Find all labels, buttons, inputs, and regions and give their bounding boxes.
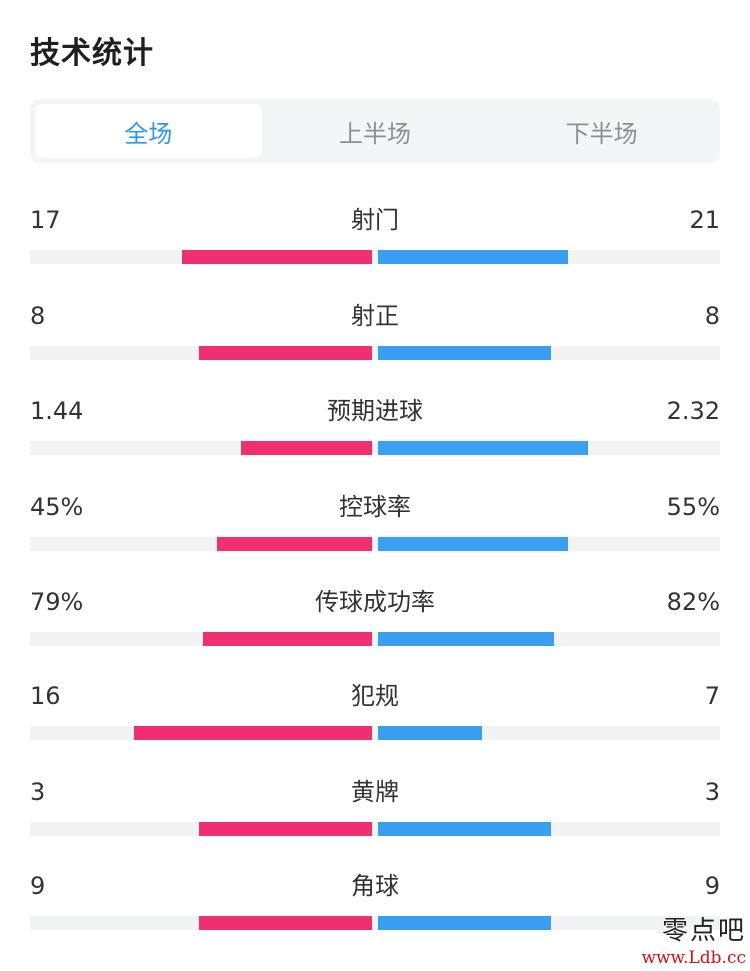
away-bar: [378, 346, 551, 360]
stat-row-fouls: 16 犯规 7: [30, 678, 720, 758]
home-value: 3: [30, 778, 46, 806]
stat-bar-track: [30, 822, 720, 836]
home-value: 9: [30, 872, 46, 900]
away-bar: [378, 632, 554, 646]
home-bar: [203, 632, 372, 646]
home-bar: [199, 916, 372, 930]
stat-bar-track: [30, 250, 720, 264]
watermark: 零点吧 www.Ldb.cc: [641, 918, 746, 967]
stat-row-corners: 9 角球 9: [30, 868, 720, 948]
stat-row-expected-goals: 1.44 预期进球 2.32: [30, 393, 720, 473]
stat-bar-track: [30, 726, 720, 740]
stat-bar-track: [30, 441, 720, 455]
home-bar: [134, 726, 372, 740]
stat-bar-track: [30, 346, 720, 360]
home-value: 79%: [30, 588, 84, 616]
away-value: 9: [704, 872, 720, 900]
away-bar: [378, 441, 588, 455]
tab-first-half[interactable]: 上半场: [339, 119, 411, 148]
stat-row-possession: 45% 控球率 55%: [30, 489, 720, 569]
stat-label: 角球: [351, 872, 399, 900]
away-value: 7: [704, 682, 720, 710]
away-value: 8: [704, 302, 720, 330]
stat-bar-track: [30, 632, 720, 646]
home-bar: [241, 441, 372, 455]
stat-row-yellow-cards: 3 黄牌 3: [30, 774, 720, 854]
stat-label: 传球成功率: [315, 588, 435, 616]
home-bar: [199, 822, 372, 836]
home-bar: [182, 250, 372, 264]
away-value: 2.32: [666, 397, 720, 425]
stat-label: 控球率: [339, 493, 411, 521]
away-bar: [378, 916, 551, 930]
away-bar: [378, 537, 568, 551]
home-value: 8: [30, 302, 46, 330]
away-bar: [378, 726, 482, 740]
home-bar: [199, 346, 372, 360]
tab-second-half[interactable]: 下半场: [565, 119, 638, 148]
home-value: 45%: [30, 493, 84, 521]
home-value: 17: [30, 206, 61, 234]
period-tabs: 全场 上半场 下半场: [30, 99, 720, 163]
watermark-name: 零点吧: [661, 916, 746, 946]
away-value: 3: [704, 778, 720, 806]
stat-label: 黄牌: [351, 778, 399, 806]
stat-row-shots-on-target: 8 射正 8: [30, 298, 720, 378]
stat-label: 射门: [351, 206, 399, 234]
stat-row-pass-accuracy: 79% 传球成功率 82%: [30, 584, 720, 664]
away-bar: [378, 822, 551, 836]
stat-label: 犯规: [351, 682, 399, 710]
stat-bar-track: [30, 916, 720, 930]
away-bar: [378, 250, 568, 264]
watermark-url: www.Ldb.cc: [641, 948, 746, 968]
home-value: 1.44: [30, 397, 84, 425]
home-value: 16: [30, 682, 61, 710]
stat-row-shots: 17 射门 21: [30, 202, 720, 282]
away-value: 82%: [666, 588, 720, 616]
home-bar: [217, 537, 372, 551]
tab-full-match[interactable]: 全场: [35, 104, 262, 158]
stat-label: 预期进球: [327, 397, 423, 425]
page-title: 技术统计: [30, 36, 154, 71]
away-value: 21: [689, 206, 720, 234]
away-value: 55%: [666, 493, 720, 521]
stat-bar-track: [30, 537, 720, 551]
stat-label: 射正: [351, 302, 399, 330]
